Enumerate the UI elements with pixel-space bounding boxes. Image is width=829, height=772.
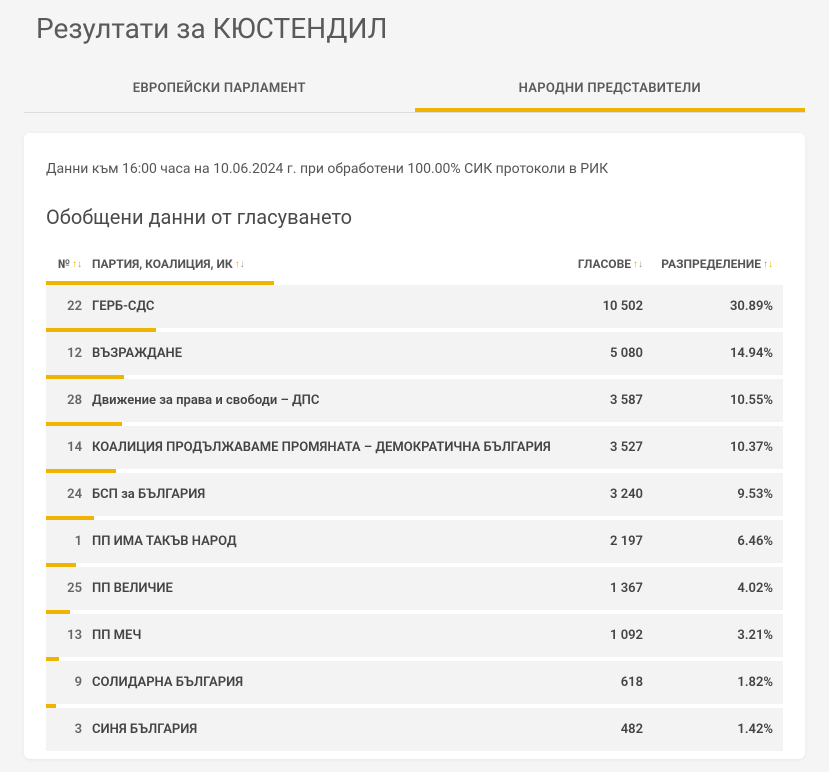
tab-national-representatives[interactable]: НАРОДНИ ПРЕДСТАВИТЕЛИ xyxy=(415,65,806,112)
row-party: Движение за права и свободи – ДПС xyxy=(92,393,553,408)
subtitle: Обобщени данни от гласуването xyxy=(46,205,783,229)
distribution-bar-fill xyxy=(46,563,76,567)
table-row[interactable]: 25ПП ВЕЛИЧИЕ1 3674.02% xyxy=(46,563,783,610)
header-distribution[interactable]: РАЗПРЕДЕЛЕНИЕ↑↓ xyxy=(643,257,773,271)
sort-icon: ↑↓ xyxy=(633,259,643,270)
row-distribution: 4.02% xyxy=(643,581,773,596)
status-text: Данни към 16:00 часа на 10.06.2024 г. пр… xyxy=(46,161,783,177)
row-distribution: 10.55% xyxy=(643,393,773,408)
row-votes: 1 367 xyxy=(553,581,643,596)
results-card: Данни към 16:00 часа на 10.06.2024 г. пр… xyxy=(24,133,805,759)
row-votes: 1 092 xyxy=(553,628,643,643)
row-votes: 3 240 xyxy=(553,487,643,502)
row-number: 28 xyxy=(56,393,92,408)
distribution-bar-fill xyxy=(46,375,124,379)
row-distribution: 9.53% xyxy=(643,487,773,502)
row-number: 3 xyxy=(56,722,92,737)
row-party: ПП МЕЧ xyxy=(92,628,553,643)
distribution-bar xyxy=(46,516,783,520)
row-party: БСП за БЪЛГАРИЯ xyxy=(92,487,553,502)
row-distribution: 3.21% xyxy=(643,628,773,643)
distribution-bar xyxy=(46,563,783,567)
header-party[interactable]: ПАРТИЯ, КОАЛИЦИЯ, ИК↑↓ xyxy=(92,257,553,271)
distribution-bar-fill xyxy=(46,704,56,708)
row-votes: 3 587 xyxy=(553,393,643,408)
row-distribution: 30.89% xyxy=(643,299,773,314)
table-row[interactable]: 12ВЪЗРАЖДАНЕ5 08014.94% xyxy=(46,328,783,375)
distribution-bar-fill xyxy=(46,610,70,614)
distribution-bar xyxy=(46,657,783,661)
header-votes-label: ГЛАСОВЕ xyxy=(578,257,631,271)
row-votes: 618 xyxy=(553,675,643,690)
row-votes: 3 527 xyxy=(553,440,643,455)
sort-icon: ↑↓ xyxy=(72,259,82,270)
distribution-bar xyxy=(46,422,783,426)
distribution-bar xyxy=(46,375,783,379)
row-number: 12 xyxy=(56,346,92,361)
row-votes: 5 080 xyxy=(553,346,643,361)
distribution-bar xyxy=(46,469,783,473)
row-votes: 482 xyxy=(553,722,643,737)
header-votes[interactable]: ГЛАСОВЕ↑↓ xyxy=(553,257,643,271)
distribution-bar-fill xyxy=(46,657,59,661)
table-row[interactable]: 13ПП МЕЧ1 0923.21% xyxy=(46,610,783,657)
row-party: ПП ВЕЛИЧИЕ xyxy=(92,581,553,596)
row-party: ГЕРБ-СДС xyxy=(92,299,553,314)
row-party: СОЛИДАРНА БЪЛГАРИЯ xyxy=(92,675,553,690)
distribution-bar xyxy=(46,610,783,614)
distribution-bar-fill xyxy=(46,281,274,285)
row-distribution: 14.94% xyxy=(643,346,773,361)
row-number: 25 xyxy=(56,581,92,596)
table-header: №↑↓ ПАРТИЯ, КОАЛИЦИЯ, ИК↑↓ ГЛАСОВЕ↑↓ РАЗ… xyxy=(46,251,783,281)
distribution-bar xyxy=(46,328,783,332)
row-party: СИНЯ БЪЛГАРИЯ xyxy=(92,722,553,737)
row-number: 13 xyxy=(56,628,92,643)
header-distribution-label: РАЗПРЕДЕЛЕНИЕ xyxy=(661,257,761,271)
table-row[interactable]: 28Движение за права и свободи – ДПС3 587… xyxy=(46,375,783,422)
table-row[interactable]: 3СИНЯ БЪЛГАРИЯ4821.42% xyxy=(46,704,783,751)
distribution-bar xyxy=(46,704,783,708)
row-votes: 10 502 xyxy=(553,299,643,314)
row-number: 1 xyxy=(56,534,92,549)
row-votes: 2 197 xyxy=(553,534,643,549)
tabs: ЕВРОПЕЙСКИ ПАРЛАМЕНТ НАРОДНИ ПРЕДСТАВИТЕ… xyxy=(24,65,805,113)
header-party-label: ПАРТИЯ, КОАЛИЦИЯ, ИК xyxy=(92,257,233,271)
row-distribution: 1.42% xyxy=(643,722,773,737)
sort-icon: ↑↓ xyxy=(235,259,245,270)
row-number: 9 xyxy=(56,675,92,690)
row-distribution: 10.37% xyxy=(643,440,773,455)
table-row[interactable]: 9СОЛИДАРНА БЪЛГАРИЯ6181.82% xyxy=(46,657,783,704)
row-distribution: 6.46% xyxy=(643,534,773,549)
table-row[interactable]: 14КОАЛИЦИЯ ПРОДЪЛЖАВАМЕ ПРОМЯНАТА – ДЕМО… xyxy=(46,422,783,469)
row-number: 24 xyxy=(56,487,92,502)
header-number[interactable]: №↑↓ xyxy=(56,257,92,271)
distribution-bar-fill xyxy=(46,328,156,332)
table-row[interactable]: 1ПП ИМА ТАКЪВ НАРОД2 1976.46% xyxy=(46,516,783,563)
row-party: ВЪЗРАЖДАНЕ xyxy=(92,346,553,361)
tab-european-parliament[interactable]: ЕВРОПЕЙСКИ ПАРЛАМЕНТ xyxy=(24,65,415,112)
page-title: Резултати за КЮСТЕНДИЛ xyxy=(24,0,805,65)
row-party: КОАЛИЦИЯ ПРОДЪЛЖАВАМЕ ПРОМЯНАТА – ДЕМОКР… xyxy=(92,440,553,455)
distribution-bar-fill xyxy=(46,469,116,473)
results-rows: 22ГЕРБ-СДС10 50230.89%12ВЪЗРАЖДАНЕ5 0801… xyxy=(46,281,783,751)
row-party: ПП ИМА ТАКЪВ НАРОД xyxy=(92,534,553,549)
distribution-bar-fill xyxy=(46,422,122,426)
distribution-bar xyxy=(46,281,783,285)
sort-icon: ↑↓ xyxy=(763,259,773,270)
row-number: 14 xyxy=(56,440,92,455)
table-row[interactable]: 22ГЕРБ-СДС10 50230.89% xyxy=(46,281,783,328)
table-row[interactable]: 24БСП за БЪЛГАРИЯ3 2409.53% xyxy=(46,469,783,516)
row-distribution: 1.82% xyxy=(643,675,773,690)
row-number: 22 xyxy=(56,299,92,314)
distribution-bar-fill xyxy=(46,516,94,520)
header-number-label: № xyxy=(58,257,70,271)
